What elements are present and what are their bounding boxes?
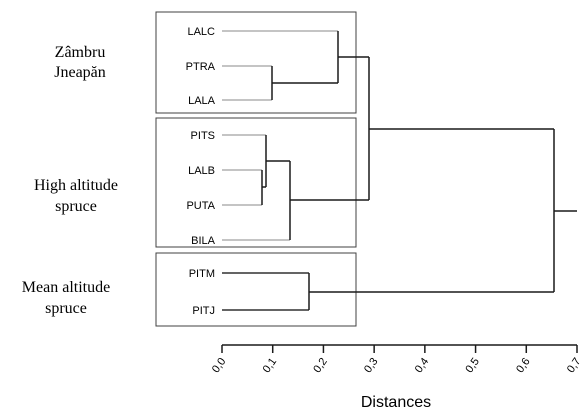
group-box-mean [155, 252, 357, 327]
leaf-label-bila: BILA [191, 235, 216, 247]
group-label-zambru-line1: Zâmbru [55, 44, 106, 61]
leaf-label-lalb: LALB [188, 165, 215, 177]
group-label-zambru-line2: Jneapăn [54, 64, 106, 81]
x-tick-label: 0,3 [362, 356, 381, 375]
x-tick-label: 0,5 [463, 356, 482, 375]
x-tick-label: 0,0 [210, 356, 229, 375]
group-label-high-line2: spruce [55, 198, 97, 215]
x-axis-ticks: 0,0 0,1 0,2 0,3 0,4 0,5 0,6 0,7 [210, 345, 583, 375]
group-box-high [155, 117, 357, 248]
leaf-label-pitj: PITJ [192, 305, 215, 317]
group-label-mean-line1: Mean altitude [22, 279, 110, 296]
leaf-label-ptra: PTRA [186, 61, 216, 73]
group-label-high-line1: High altitude [34, 177, 118, 194]
group-box-zambru [155, 11, 357, 114]
x-tick-label: 0,7 [565, 356, 583, 375]
x-axis-title: Distances [361, 394, 431, 411]
leaf-label-lala: LALA [188, 95, 216, 107]
x-tick-label: 0,2 [311, 356, 330, 375]
leaf-label-pitm: PITM [189, 268, 215, 280]
leaf-label-lalc: LALC [187, 26, 215, 38]
group-label-mean-line2: spruce [45, 300, 87, 317]
leaf-label-pits: PITS [191, 130, 215, 142]
leaf-label-puta: PUTA [186, 200, 215, 212]
x-tick-label: 0,4 [413, 356, 432, 375]
x-tick-label: 0,1 [261, 356, 280, 375]
x-tick-label: 0,6 [514, 356, 533, 375]
